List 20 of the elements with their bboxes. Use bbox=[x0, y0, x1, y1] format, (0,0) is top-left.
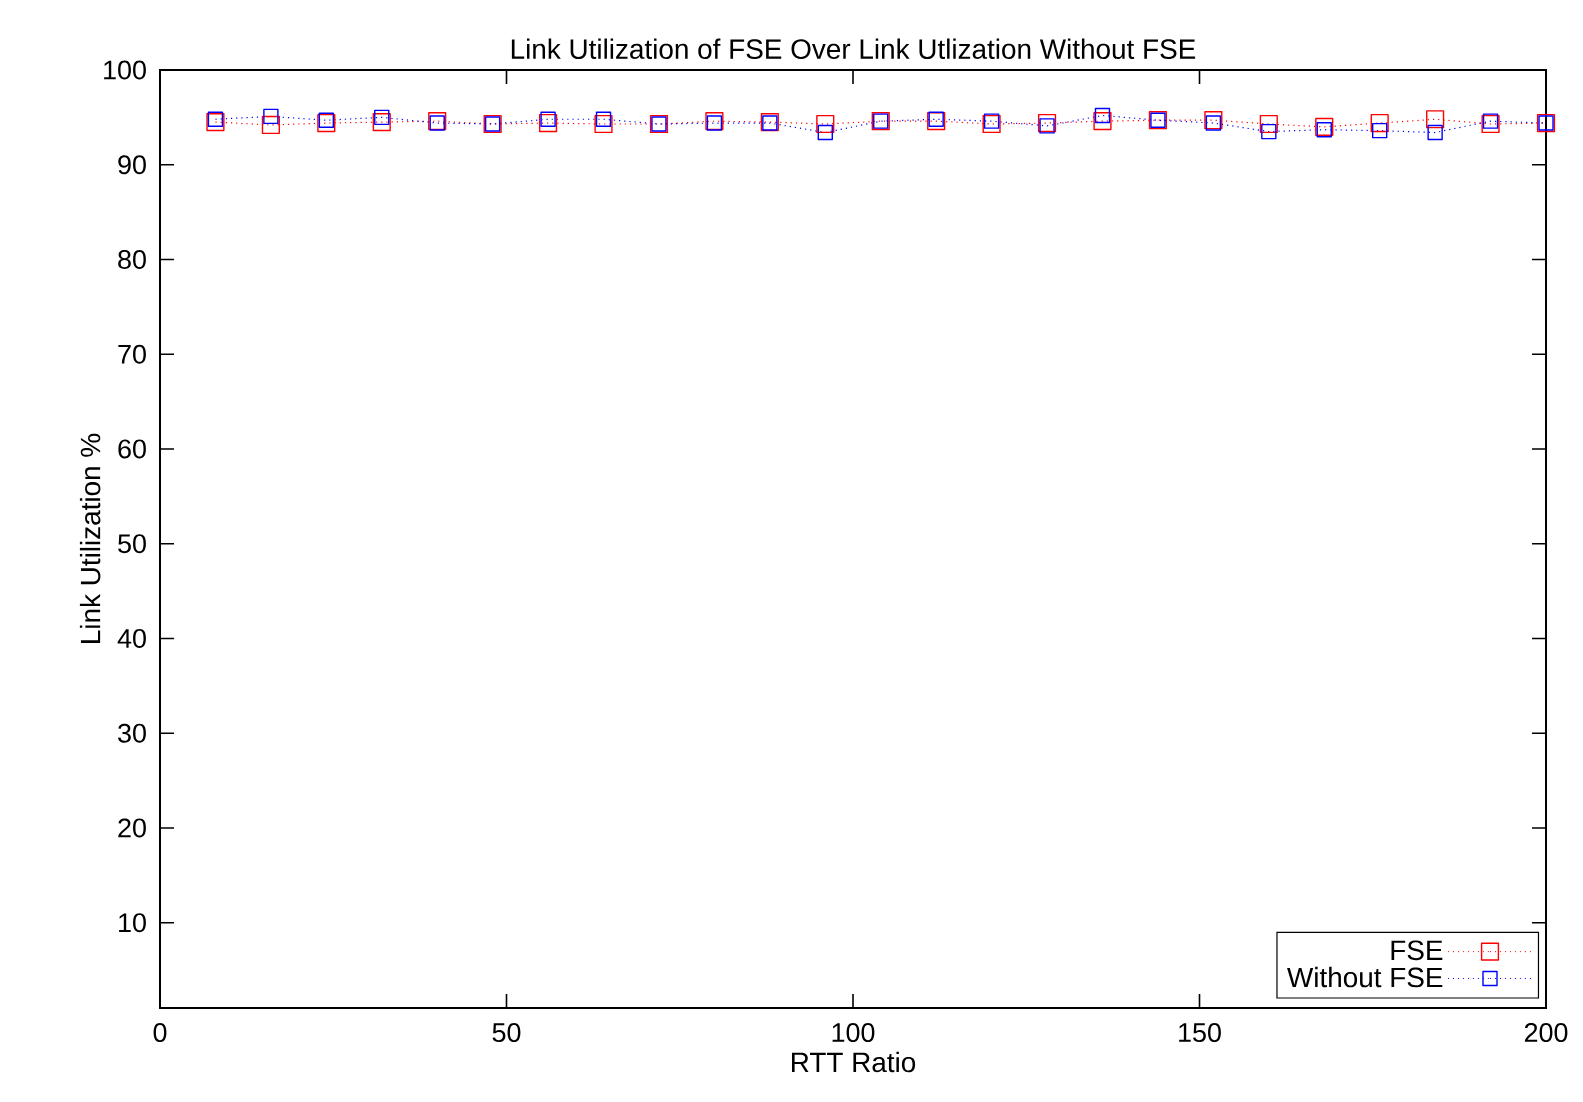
y-tick-label: 80 bbox=[118, 249, 146, 269]
x-tick-label: 200 bbox=[1524, 1023, 1568, 1043]
y-tick-label: 10 bbox=[119, 913, 146, 933]
x-tick-label: 50 bbox=[492, 1023, 521, 1043]
y-tick-label: 40 bbox=[117, 628, 146, 648]
legend-label: FSE bbox=[1391, 940, 1443, 961]
y-tick-label: 20 bbox=[118, 818, 146, 838]
x-axis-title: RTT Ratio bbox=[791, 1051, 916, 1073]
y-tick-label: 30 bbox=[118, 723, 146, 743]
y-tick-label: 90 bbox=[118, 155, 146, 175]
legend-label: Without FSE bbox=[1287, 966, 1443, 988]
y-tick-label: 60 bbox=[118, 439, 146, 459]
chart-title: Link Utilization of FSE Over Link Utlization Without FSE bbox=[511, 38, 1196, 60]
y-tick-label: 70 bbox=[118, 344, 146, 364]
x-tick-label: 100 bbox=[832, 1023, 875, 1043]
y-tick-label: 50 bbox=[118, 534, 146, 554]
y-tick-label: 100 bbox=[104, 60, 146, 80]
y-axis-title: Link Utilization % bbox=[79, 433, 101, 643]
x-tick-label: 0 bbox=[153, 1023, 167, 1043]
x-tick-label: 150 bbox=[1179, 1023, 1221, 1043]
